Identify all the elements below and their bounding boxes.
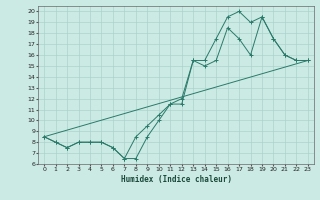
- X-axis label: Humidex (Indice chaleur): Humidex (Indice chaleur): [121, 175, 231, 184]
